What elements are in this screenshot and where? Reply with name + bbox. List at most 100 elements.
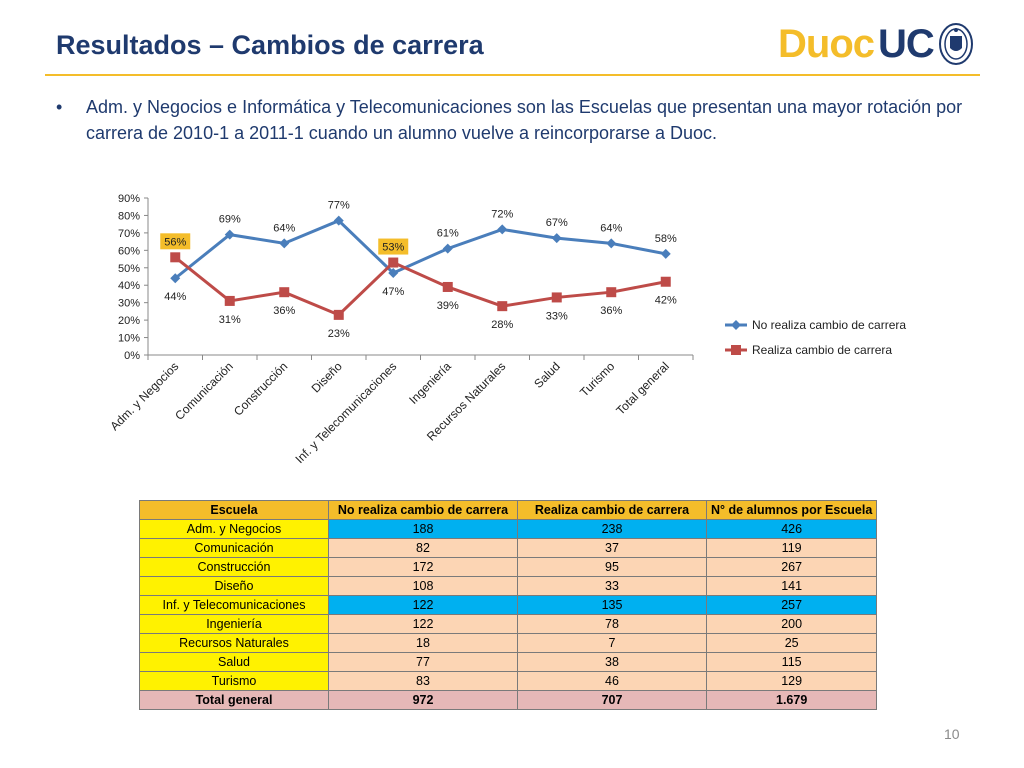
data-point — [660, 276, 671, 287]
data-point — [660, 248, 671, 259]
data-point — [551, 292, 562, 303]
table-cell-value: 18 — [328, 633, 518, 653]
table-cell-value: 95 — [517, 557, 707, 577]
table-header-cell: No realiza cambio de carrera — [328, 500, 518, 520]
legend-label: No realiza cambio de carrera — [752, 318, 906, 332]
legend-marker — [731, 320, 741, 330]
y-tick-label: 60% — [118, 245, 140, 257]
table-cell-value: 129 — [705, 671, 878, 691]
data-label: 28% — [491, 319, 513, 331]
table-cell-value: 122 — [328, 614, 518, 634]
table-row: Salud 77 38 115 — [139, 652, 878, 672]
table-cell-value: 37 — [517, 538, 707, 558]
x-tick-label: Adm. y Negocios — [107, 359, 181, 433]
y-tick-label: 80% — [118, 210, 140, 222]
table-cell-value: 188 — [328, 519, 518, 539]
data-label: 67% — [546, 217, 568, 229]
data-label: 31% — [219, 314, 241, 326]
table-cell-value: 426 — [705, 519, 878, 539]
university-seal-icon — [938, 23, 973, 65]
data-point — [224, 295, 235, 306]
table-cell-value: 33 — [517, 576, 707, 596]
page-number: 10 — [944, 726, 960, 742]
data-point — [497, 301, 508, 312]
table-row: Turismo 83 46 129 — [139, 671, 878, 691]
y-tick-label: 0% — [124, 350, 140, 362]
x-tick-label: Comunicación — [172, 359, 236, 423]
y-tick-label: 20% — [118, 315, 140, 327]
data-label: 64% — [273, 222, 295, 234]
y-tick-label: 90% — [118, 193, 140, 205]
data-label: 69% — [219, 214, 241, 226]
data-label-highlight — [378, 238, 409, 255]
x-tick-label: Salud — [531, 359, 563, 391]
table-cell-escuela: Recursos Naturales — [139, 633, 329, 653]
data-point — [442, 243, 453, 254]
table-cell-escuela: Turismo — [139, 671, 329, 691]
data-point — [606, 238, 617, 249]
data-label: 42% — [655, 295, 677, 307]
bullet-symbol: • — [56, 97, 63, 117]
data-point — [442, 281, 453, 292]
table-row: Construcción 172 95 267 — [139, 557, 878, 577]
data-point — [551, 233, 562, 244]
data-label: 47% — [382, 286, 404, 298]
table-row: Inf. y Telecomunicaciones 122 135 257 — [139, 595, 878, 615]
y-tick-label: 70% — [118, 228, 140, 240]
data-label: 36% — [273, 305, 295, 317]
duocuc-logo: Duoc UC — [778, 22, 974, 66]
series-line — [174, 256, 667, 317]
data-table: Escuela No realiza cambio de carrera Rea… — [139, 500, 878, 710]
table-row: Comunicación 82 37 119 — [139, 538, 878, 558]
data-label: 61% — [437, 228, 459, 240]
table-header-cell: N° de alumnos por Escuela — [705, 500, 878, 520]
table-cell-value: 200 — [705, 614, 878, 634]
data-label: 77% — [328, 200, 350, 212]
table-cell-value: 46 — [517, 671, 707, 691]
table-total-cell: Total general — [139, 690, 329, 710]
x-tick-label: Inf. y Telecomunicaciones — [292, 359, 399, 466]
legend-marker — [731, 345, 741, 355]
table-header-cell: Realiza cambio de carrera — [517, 500, 707, 520]
y-tick-label: 50% — [118, 263, 140, 275]
x-tick-label: Diseño — [309, 359, 346, 396]
table-total-cell: 707 — [517, 690, 707, 710]
table-cell-value: 25 — [705, 633, 878, 653]
y-tick-label: 10% — [118, 333, 140, 345]
table-cell-value: 135 — [517, 595, 707, 615]
data-point — [170, 252, 181, 263]
table-total-cell: 972 — [328, 690, 518, 710]
table-cell-value: 119 — [705, 538, 878, 558]
slide-title: Resultados – Cambios de carrera — [56, 30, 484, 60]
table-total-cell: 1.679 — [705, 690, 878, 710]
table-cell-escuela: Adm. y Negocios — [139, 519, 329, 539]
table-cell-value: 257 — [705, 595, 878, 615]
data-label: 23% — [328, 328, 350, 340]
table-cell-escuela: Inf. y Telecomunicaciones — [139, 595, 329, 615]
data-label: 33% — [546, 310, 568, 322]
data-label: 44% — [164, 291, 186, 303]
table-cell-value: 238 — [517, 519, 707, 539]
legend-label: Realiza cambio de carrera — [752, 343, 892, 357]
x-tick-label: Ingeniería — [406, 359, 454, 407]
table-body: Adm. y Negocios 188 238 426 Comunicación 82 37… — [139, 519, 878, 710]
table-cell-value: 77 — [328, 652, 518, 672]
table-cell-value: 83 — [328, 671, 518, 691]
table-cell-escuela: Ingeniería — [139, 614, 329, 634]
line-chart: 0% 10% 20% 30% 40% 50% 60% 70% 80% 90% Adm. y Nego… — [107, 193, 906, 466]
y-tick-label: 30% — [118, 298, 140, 310]
data-point — [388, 268, 399, 279]
title-underline — [45, 74, 980, 76]
table-row: Recursos Naturales 18 7 25 — [139, 633, 878, 653]
data-point — [333, 215, 344, 226]
x-tick-label: Total general — [613, 359, 671, 417]
logo-uc-text: UC — [878, 21, 935, 66]
table-header-cell: Escuela — [139, 500, 329, 520]
data-point — [388, 257, 399, 268]
logo-duoc-text: Duoc — [778, 21, 875, 66]
data-point — [170, 273, 181, 284]
table-cell-value: 108 — [328, 576, 518, 596]
table-cell-value: 122 — [328, 595, 518, 615]
data-label: 56% — [164, 236, 186, 248]
table-cell-value: 7 — [517, 633, 707, 653]
